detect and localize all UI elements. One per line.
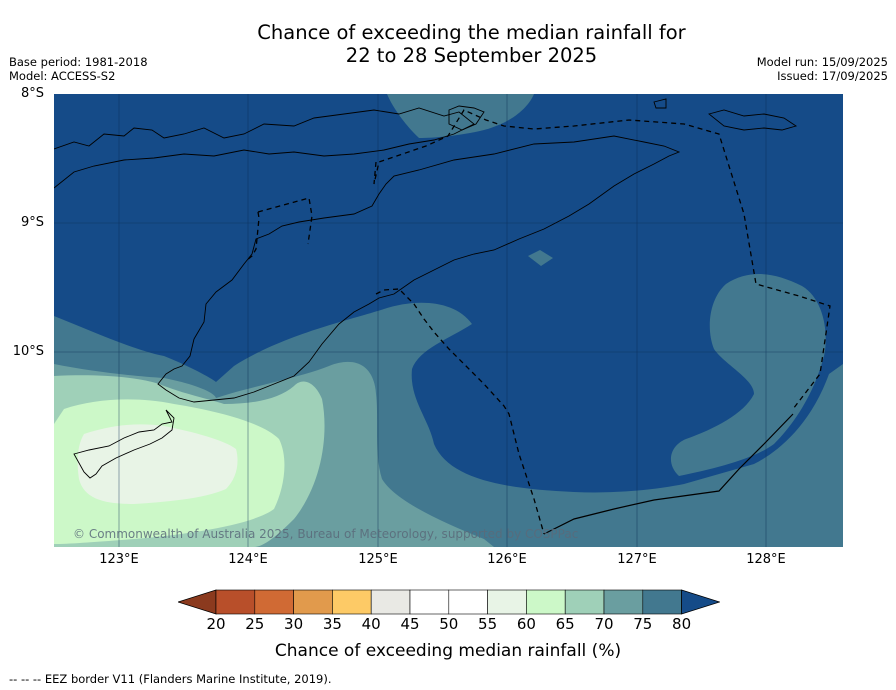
colorbar-box: [448, 589, 488, 615]
colorbar-label: Chance of exceeding median rainfall (%): [274, 641, 622, 661]
leti-coast: [708, 109, 798, 131]
colorbar-box: [564, 589, 605, 615]
kisar-coast: [653, 98, 667, 109]
band-75-north: [387, 94, 534, 138]
colorbar-tick-label: 40: [361, 615, 381, 633]
colorbar-tick-label: 50: [439, 615, 459, 633]
eez-legend: -- -- -- EEZ border V11 (Flanders Marine…: [9, 672, 332, 686]
colorbar-tick-label: 45: [400, 615, 420, 633]
band-75-small: [528, 250, 553, 266]
eez-border: [246, 109, 831, 535]
eez-legend-symbol: -- -- --: [9, 672, 42, 686]
band-55: [77, 424, 238, 504]
colorbar-box: [254, 589, 294, 615]
colorbar-box: [642, 589, 682, 615]
colorbar-arrow-low: [178, 589, 217, 615]
colorbar-tick-label: 70: [594, 615, 614, 633]
band-75-east: [670, 274, 826, 476]
colorbar-tick-label: 25: [245, 615, 265, 633]
colorbar-box: [603, 589, 644, 615]
colorbar-tick-label: 65: [555, 615, 575, 633]
base-period-label: Base period: 1981-2018: [9, 55, 148, 69]
colorbar-box: [215, 589, 256, 615]
colorbar-tick-label: 35: [322, 615, 342, 633]
colorbar-box: [526, 589, 566, 615]
wetar-coast: [448, 105, 485, 131]
coastlines: [54, 98, 798, 479]
title-line-2: 22 to 28 September 2025: [345, 44, 598, 67]
graticule: [54, 94, 843, 547]
colorbar-arrow-high: [681, 589, 720, 615]
model-label: Model: ACCESS-S2: [9, 69, 116, 83]
flores-alor-coast: [54, 107, 475, 189]
lon-label-126e: 126°E: [487, 552, 527, 567]
colorbar-box: [409, 589, 450, 615]
lat-label-8s: 8°S: [20, 86, 44, 101]
eez-legend-text: EEZ border V11 (Flanders Marine Institut…: [44, 672, 332, 686]
colorbar-tick-label: 60: [516, 615, 536, 633]
colorbar: [178, 589, 720, 615]
colorbar-segments: [178, 589, 720, 615]
issued-label: Issued: 17/09/2025: [777, 69, 888, 83]
lon-label-125e: 125°E: [358, 552, 398, 567]
model-run-label: Model run: 15/09/2025: [756, 55, 888, 69]
lon-label-123e: 123°E: [99, 552, 139, 567]
copyright-notice: © Commonwealth of Australia 2025, Bureau…: [73, 527, 579, 541]
lon-label-124e: 124°E: [228, 552, 268, 567]
rote-coast: [73, 409, 175, 479]
colorbar-tick-label: 20: [206, 615, 226, 633]
lon-label-128e: 128°E: [746, 552, 786, 567]
colorbar-box: [293, 589, 333, 615]
colorbar-tick-label: 75: [633, 615, 653, 633]
timor-coast: [157, 135, 681, 403]
colorbar-box: [487, 589, 527, 615]
colorbar-tick-label: 30: [284, 615, 304, 633]
colorbar-box: [332, 589, 372, 615]
lat-label-9s: 9°S: [20, 215, 44, 230]
colorbar-tick-label: 55: [478, 615, 498, 633]
title-line-1: Chance of exceeding the median rainfall …: [257, 21, 686, 44]
timor-gap-line: [543, 413, 794, 535]
colorbar-box: [370, 589, 411, 615]
lat-label-10s: 10°S: [12, 344, 44, 359]
rainfall-map[interactable]: [54, 94, 843, 547]
lon-label-127e: 127°E: [617, 552, 657, 567]
colorbar-tick-label: 80: [672, 615, 692, 633]
